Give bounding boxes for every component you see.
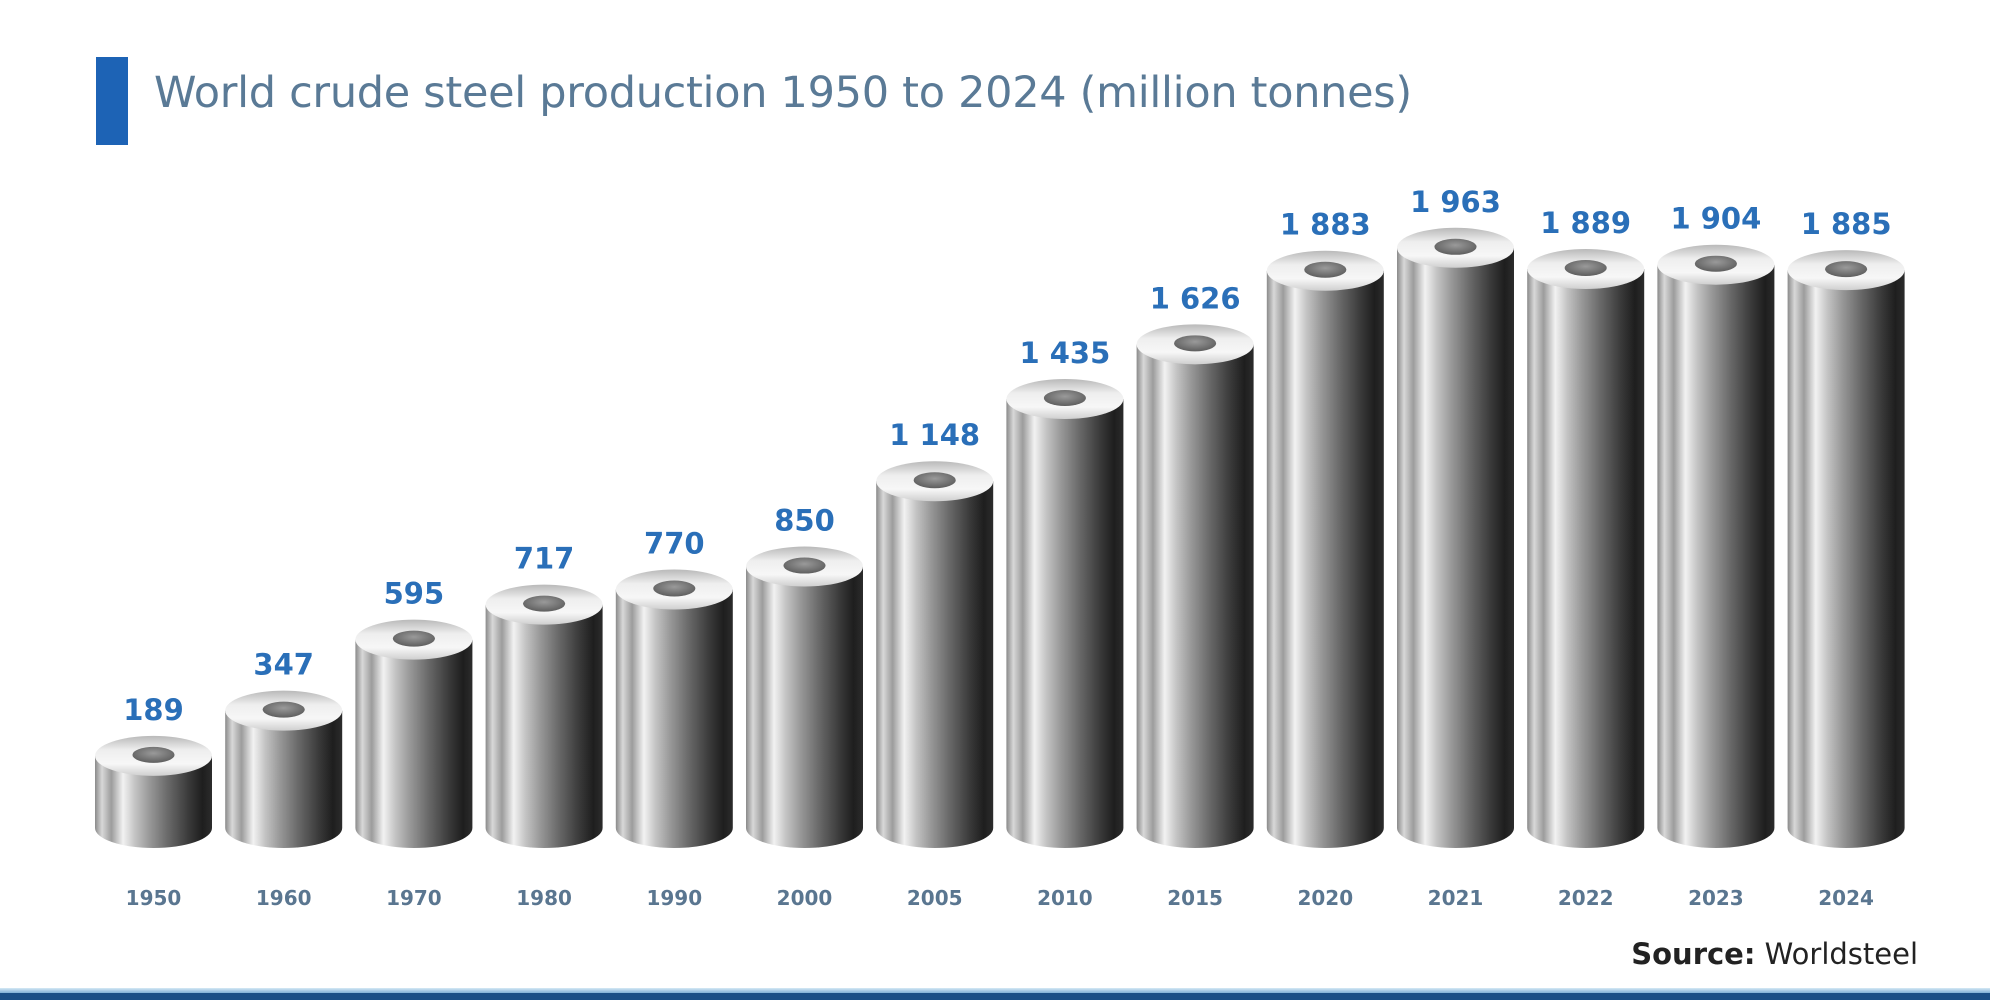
value-label: 770 xyxy=(644,526,705,560)
cylinder-hole xyxy=(913,472,956,489)
cylinder-body xyxy=(615,589,733,848)
cylinder-hole xyxy=(1174,335,1217,352)
value-label: 189 xyxy=(123,693,184,727)
bars-group xyxy=(95,227,1905,849)
bar-1950 xyxy=(95,735,212,848)
bar-1970 xyxy=(355,619,473,848)
x-tick-label: 1950 xyxy=(126,886,182,910)
cylinder-hole xyxy=(783,557,826,574)
source-label: Source: xyxy=(1631,937,1756,971)
cylinder-hole xyxy=(262,701,305,718)
value-label: 1 885 xyxy=(1801,207,1892,241)
bottom-band xyxy=(0,993,1990,1000)
cylinder-body xyxy=(355,639,473,848)
title-accent-bar xyxy=(96,57,128,145)
cylinder-body xyxy=(1136,344,1254,848)
cylinder-body xyxy=(1657,264,1775,848)
cylinder-hole xyxy=(1694,255,1737,272)
bar-2010 xyxy=(1006,379,1124,848)
cylinder-hole xyxy=(1434,238,1477,255)
value-label: 347 xyxy=(253,648,314,682)
x-tick-label: 2022 xyxy=(1558,886,1614,910)
x-tick-label: 2020 xyxy=(1297,886,1353,910)
x-tick-label: 2015 xyxy=(1167,886,1223,910)
source-value: Worldsteel xyxy=(1764,937,1918,971)
value-label: 1 904 xyxy=(1670,202,1761,236)
cylinder-body xyxy=(1397,247,1514,848)
bar-1980 xyxy=(485,584,603,848)
cylinder-hole xyxy=(653,580,696,597)
value-label: 717 xyxy=(514,542,575,576)
cylinder-body xyxy=(1527,268,1645,849)
value-label: 850 xyxy=(774,504,835,538)
value-label: 1 148 xyxy=(889,418,980,452)
cylinder-body xyxy=(1266,270,1384,848)
cylinder-hole xyxy=(392,630,435,647)
x-tick-label: 2023 xyxy=(1688,886,1744,910)
year-labels-group: 1950 1960 1970 1980 1990 2000 2005 2010 2015 2020… xyxy=(126,886,1874,910)
value-label: 1 883 xyxy=(1280,208,1371,242)
cylinder-body xyxy=(876,481,994,848)
x-tick-label: 1980 xyxy=(516,886,572,910)
cylinder-body xyxy=(225,710,343,848)
x-tick-label: 1960 xyxy=(256,886,312,910)
bar-2024 xyxy=(1787,250,1905,848)
bar-2022 xyxy=(1527,248,1645,849)
bar-2023 xyxy=(1657,244,1775,848)
bar-1990 xyxy=(615,569,733,848)
x-tick-label: 2000 xyxy=(777,886,833,910)
bar-2015 xyxy=(1136,324,1254,848)
bar-2020 xyxy=(1266,250,1384,848)
x-tick-label: 2010 xyxy=(1037,886,1093,910)
cylinder-hole xyxy=(132,746,175,763)
cylinder-hole xyxy=(1304,261,1347,278)
cylinder-hole xyxy=(1043,390,1086,407)
bar-2000 xyxy=(746,546,863,848)
bar-2005 xyxy=(876,461,994,848)
value-labels-group: 189 347 595 717 770 850 1 148 1 435 1 626 1 883 1 … xyxy=(123,185,1891,727)
source-note: Source: Worldsteel xyxy=(1631,937,1918,971)
bottom-band-highlight xyxy=(0,988,1990,993)
x-tick-label: 2024 xyxy=(1818,886,1874,910)
value-label: 1 889 xyxy=(1540,206,1631,240)
cylinder-body xyxy=(746,566,863,848)
value-label: 1 435 xyxy=(1019,336,1110,370)
value-label: 1 963 xyxy=(1410,185,1501,219)
value-label: 595 xyxy=(384,577,445,611)
cylinder-hole xyxy=(1825,261,1868,278)
cylinder-hole xyxy=(523,595,566,612)
x-tick-label: 2005 xyxy=(907,886,963,910)
cylinder-body xyxy=(1787,270,1905,848)
x-tick-label: 2021 xyxy=(1428,886,1484,910)
cylinder-body xyxy=(1006,399,1124,848)
cylinder-body xyxy=(95,755,212,848)
x-tick-label: 1990 xyxy=(646,886,702,910)
x-tick-label: 1970 xyxy=(386,886,442,910)
bar-2021 xyxy=(1397,227,1514,848)
chart-title: World crude steel production 1950 to 202… xyxy=(154,68,1412,118)
value-label: 1 626 xyxy=(1150,281,1241,315)
bar-1960 xyxy=(225,690,343,848)
cylinder-hole xyxy=(1564,259,1607,276)
cylinder-body xyxy=(485,604,603,848)
